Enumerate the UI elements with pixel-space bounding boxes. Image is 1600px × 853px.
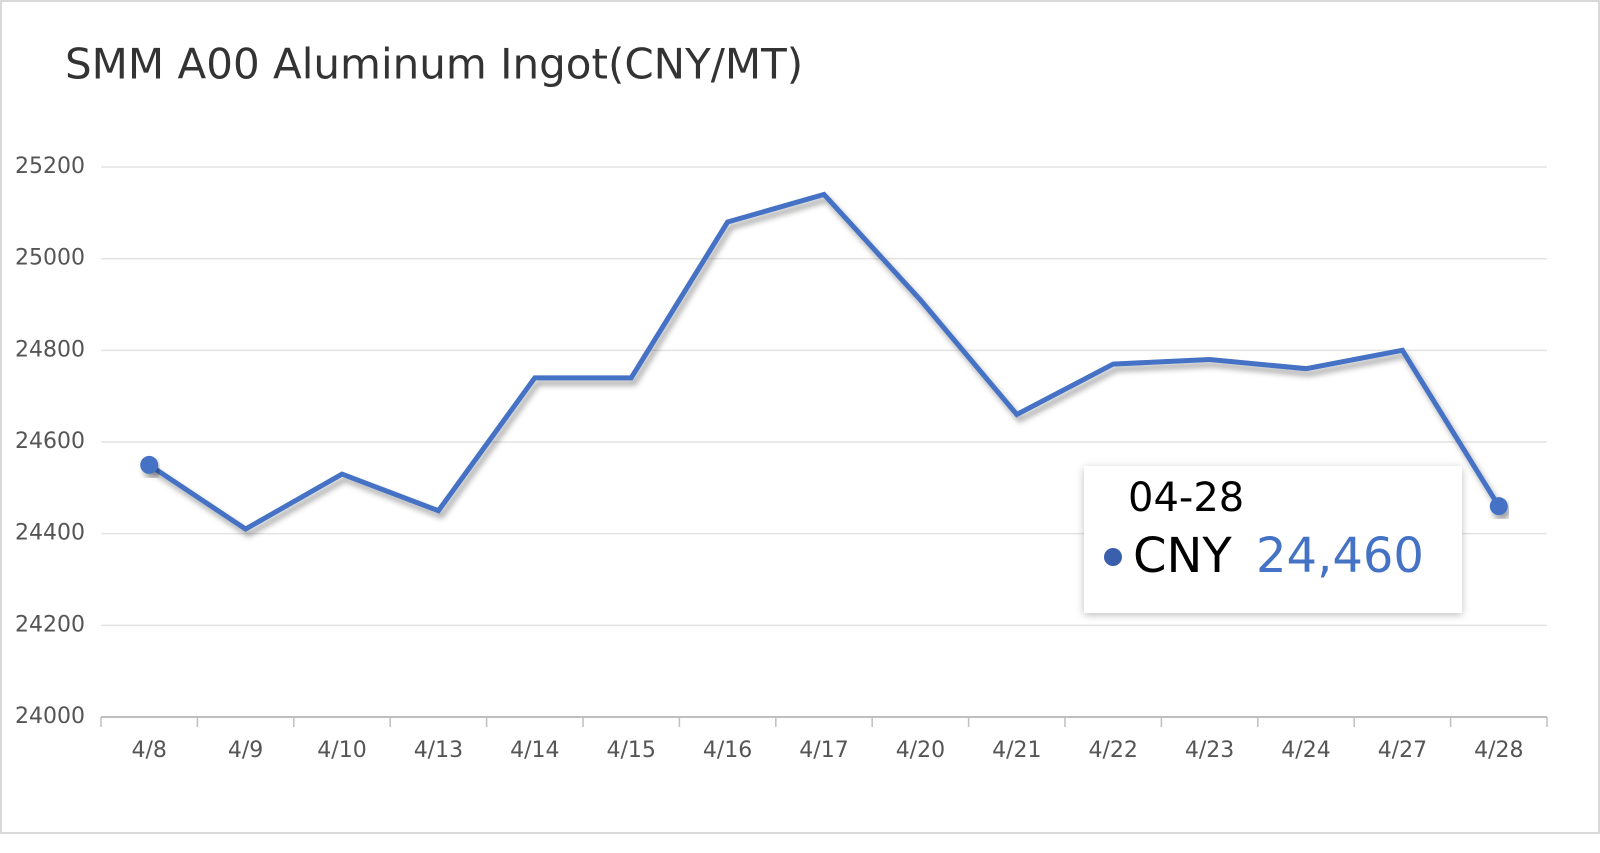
x-tick-label: 4/16 (703, 738, 752, 763)
y-tick-label: 25000 (15, 246, 85, 271)
tooltip: 04-28 CNY 24,460 (1084, 466, 1462, 613)
x-tick-label: 4/10 (317, 738, 366, 763)
frame (0, 0, 1600, 834)
point (140, 455, 159, 474)
x-tick-label: 4/9 (228, 738, 263, 763)
x-tick-label: 4/14 (510, 738, 559, 763)
x-tick-label: 4/17 (799, 738, 848, 763)
point (1489, 497, 1508, 516)
y-tick-label: 24800 (15, 337, 85, 362)
x-tick-label: 4/13 (414, 738, 463, 763)
x-tick-label: 4/22 (1088, 738, 1137, 763)
tooltip-marker (1104, 548, 1122, 566)
x-tick-label: 4/28 (1474, 738, 1523, 763)
grid: 24000 24200 24400 24600 24800 25000 25200 4/8 4/… (15, 154, 1548, 763)
x-tick-label: 4/21 (992, 738, 1041, 763)
tooltip-value: 24,460 (1256, 528, 1424, 584)
x-tick-label: 4/24 (1281, 738, 1330, 763)
y-tick-label: 25200 (15, 154, 85, 179)
x-tick-label: 4/27 (1378, 738, 1427, 763)
tooltip-title: 04-28 (1128, 475, 1244, 521)
y-tick-label: 24600 (15, 429, 85, 454)
line (147, 191, 1501, 533)
tooltip-box (1084, 466, 1462, 613)
x-tick-label: 4/20 (896, 738, 945, 763)
y-tick-label: 24200 (15, 612, 85, 637)
tooltip-series-name: CNY (1133, 528, 1232, 584)
chart-title: SMM A00 Aluminum Ingot(CNY/MT) (65, 40, 803, 89)
y-tick-label: 24000 (15, 704, 85, 729)
y-tick-label: 24400 (15, 521, 85, 546)
x-tick-label: 4/15 (606, 738, 655, 763)
x-tick-label: 4/8 (131, 738, 166, 763)
x-tick-label: 4/23 (1185, 738, 1234, 763)
plot (140, 191, 1508, 533)
